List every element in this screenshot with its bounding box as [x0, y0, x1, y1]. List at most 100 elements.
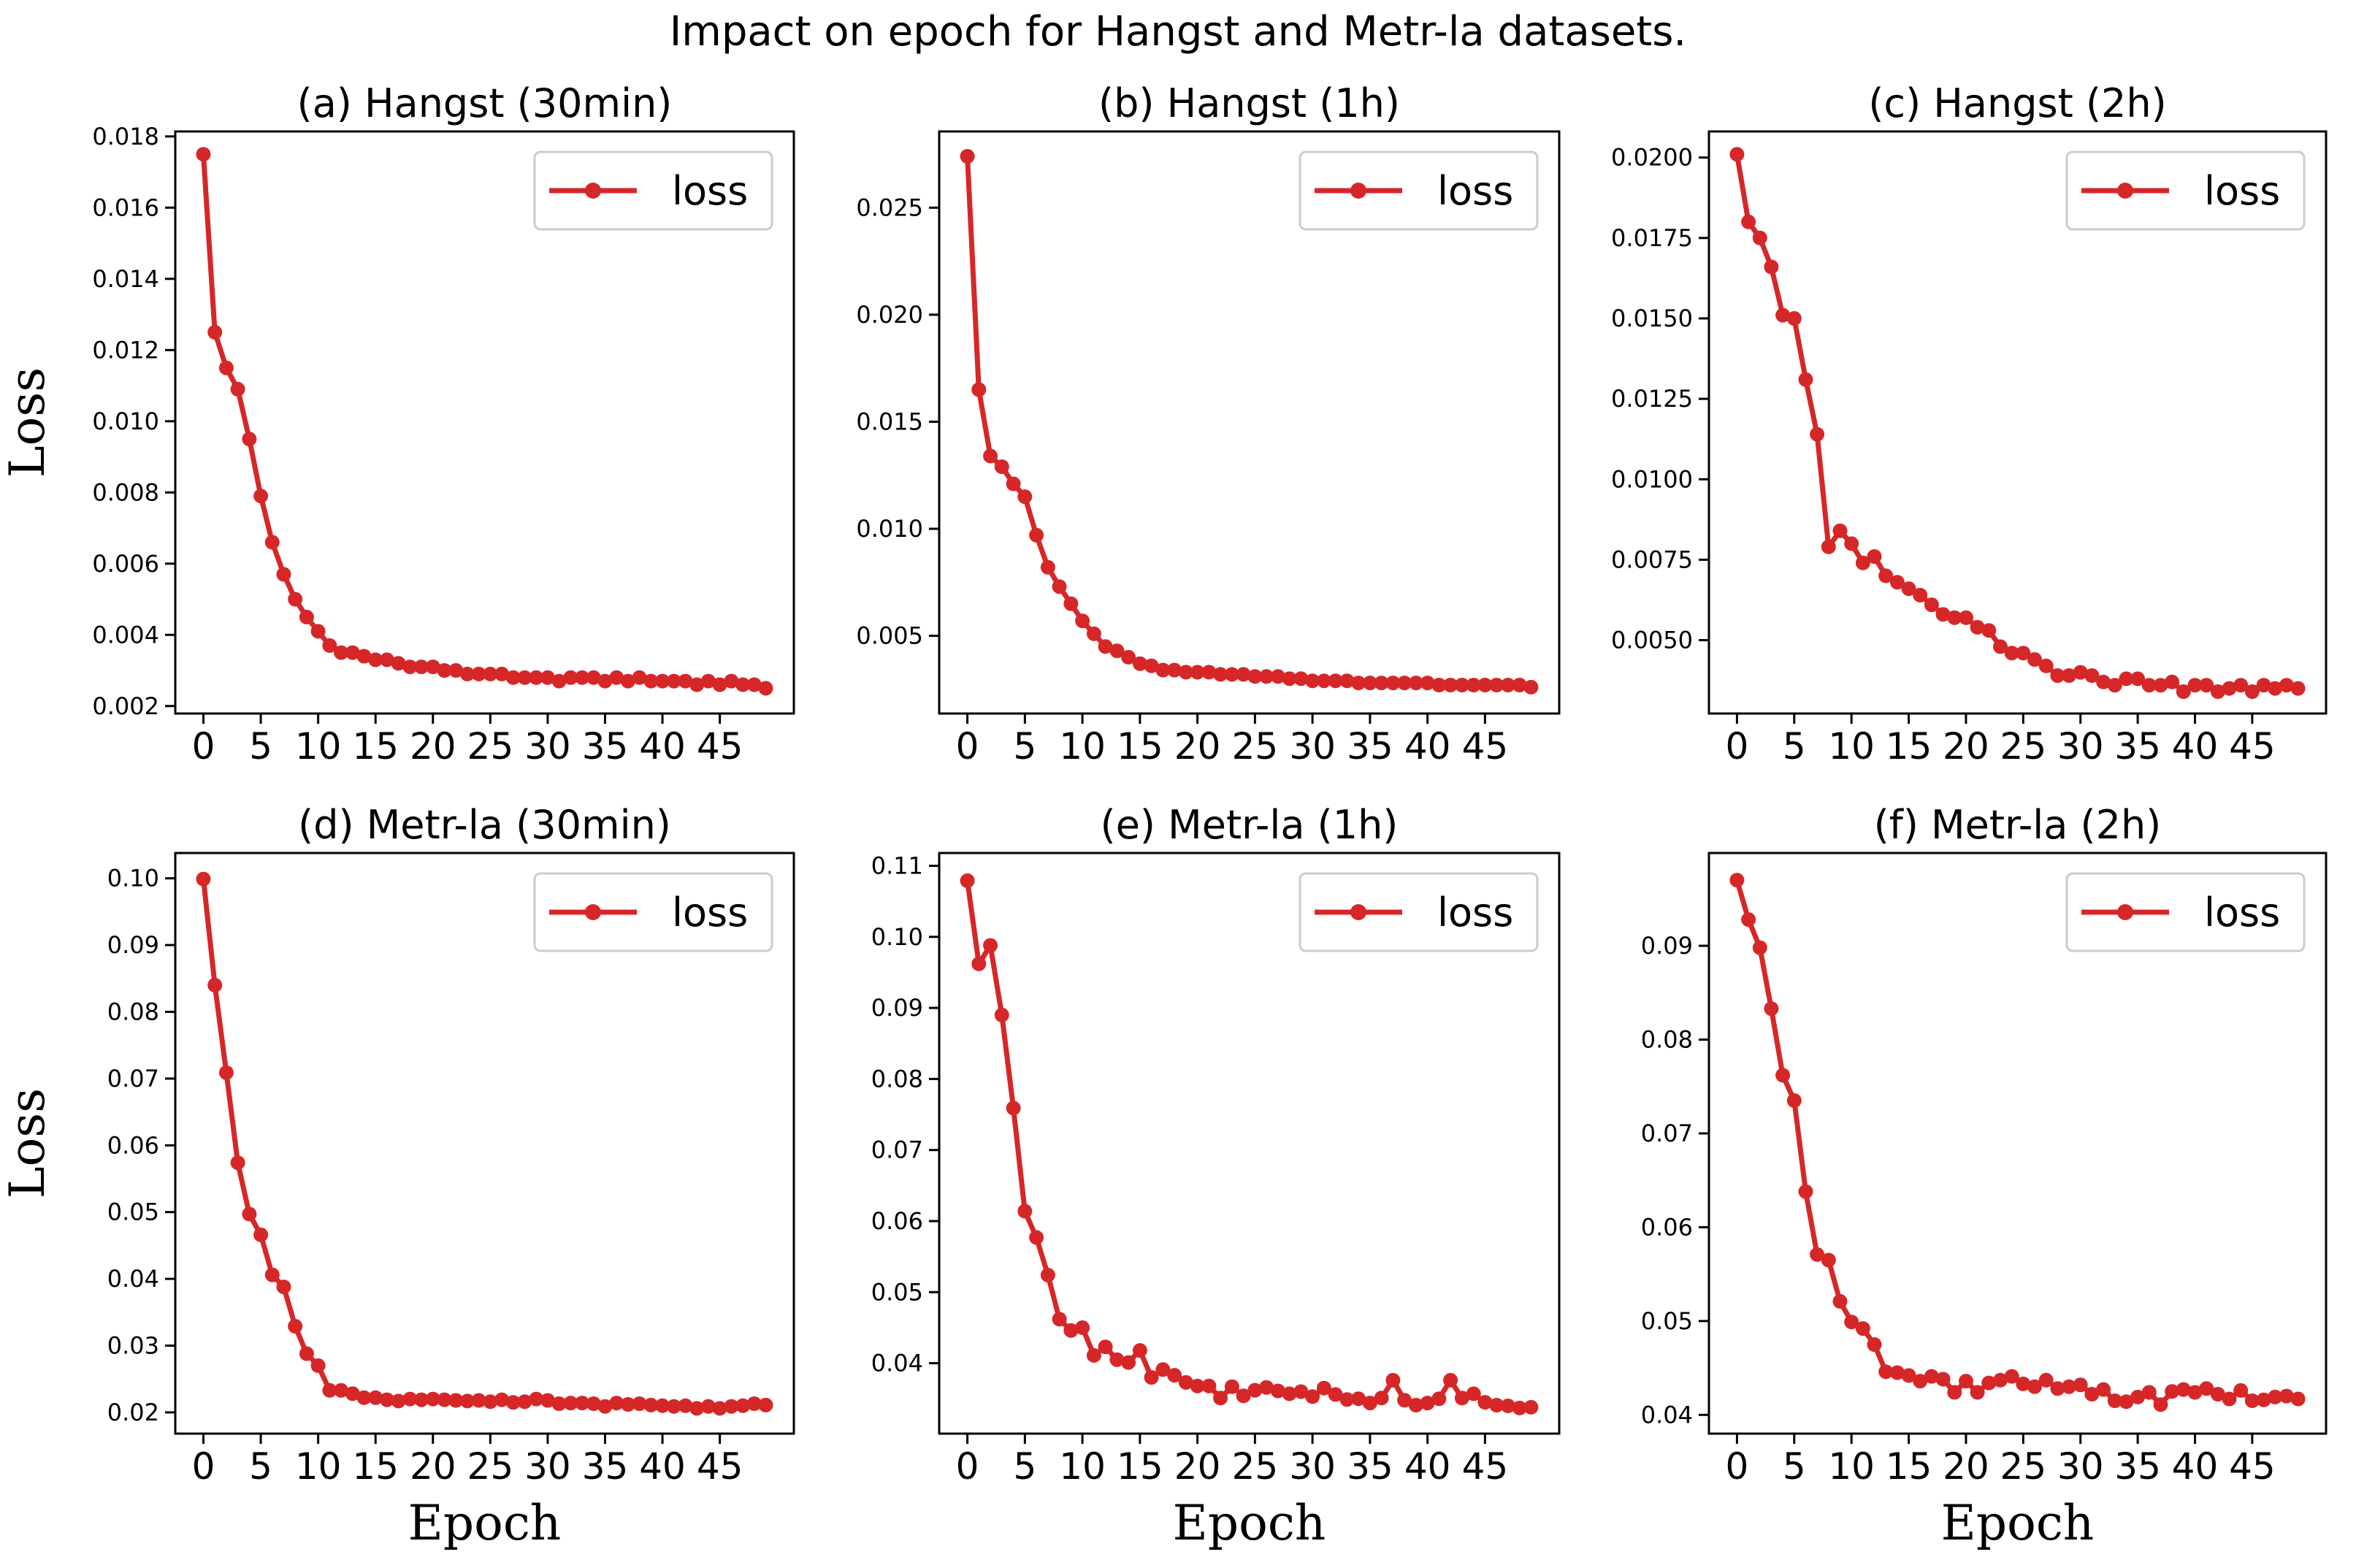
- data-point: [1821, 1253, 1836, 1268]
- x-tick-label: 15: [352, 725, 399, 768]
- data-point: [218, 360, 234, 375]
- x-tick-label: 30: [524, 725, 571, 768]
- y-tick-label: 0.020: [856, 301, 923, 329]
- x-tick-label: 40: [1404, 1445, 1451, 1488]
- x-tick-label: 15: [1117, 1445, 1163, 1488]
- data-point: [505, 1395, 521, 1410]
- data-point: [1832, 1293, 1848, 1309]
- x-tick-label: 10: [1059, 725, 1106, 768]
- data-point: [1878, 1364, 1894, 1380]
- y-axis-label: Loss: [0, 367, 56, 478]
- data-point: [1282, 1386, 1297, 1401]
- x-tick-label: 45: [697, 1445, 743, 1488]
- data-point: [632, 670, 647, 685]
- x-tick-label: 25: [467, 1445, 514, 1488]
- x-tick-label: 40: [639, 725, 686, 768]
- data-point: [425, 659, 440, 675]
- data-point: [983, 448, 998, 464]
- data-point: [1293, 1384, 1309, 1399]
- data-point: [1764, 259, 1779, 275]
- data-point: [1052, 579, 1067, 594]
- data-point: [1247, 669, 1263, 684]
- y-tick-label: 0.05: [871, 1278, 923, 1306]
- data-point: [1017, 1204, 1033, 1219]
- x-tick-label: 10: [1828, 725, 1875, 768]
- data-point: [1729, 147, 1745, 162]
- y-tick-label: 0.008: [92, 478, 159, 506]
- data-point: [551, 673, 567, 689]
- data-point: [1052, 1312, 1067, 1327]
- x-tick-label: 20: [1943, 1445, 1989, 1488]
- data-point: [345, 1386, 360, 1401]
- data-point: [1924, 1369, 1939, 1384]
- x-tick-label: 20: [1174, 1445, 1221, 1488]
- data-point: [1098, 1339, 1113, 1355]
- legend-box: [1299, 872, 1539, 952]
- data-point: [345, 645, 360, 660]
- y-tick-label: 0.0050: [1611, 627, 1693, 654]
- data-point: [540, 670, 555, 685]
- legend-box: [2065, 150, 2306, 231]
- data-point: [1500, 678, 1515, 692]
- data-point: [1959, 610, 1973, 625]
- legend-marker: [585, 183, 601, 199]
- x-tick-label: 0: [956, 725, 979, 768]
- data-point: [1178, 1374, 1193, 1390]
- data-point: [1305, 1389, 1320, 1404]
- data-point: [724, 673, 739, 689]
- data-point: [1489, 678, 1504, 692]
- data-point: [1351, 1391, 1366, 1407]
- data-point: [632, 1396, 647, 1411]
- data-point: [2268, 1389, 2283, 1404]
- data-point: [994, 1007, 1009, 1022]
- data-point: [1947, 1385, 1962, 1400]
- panels: (a) Hangst (30min) 0.002 0.004 0.006 0.008 0.…: [0, 80, 2328, 1551]
- data-point: [1752, 940, 1767, 955]
- axes-frame: [174, 852, 795, 1435]
- y-tick-label: 0.0075: [1611, 546, 1693, 573]
- data-point: [1913, 587, 1928, 603]
- data-point: [960, 149, 975, 164]
- data-point: [1821, 539, 1836, 554]
- data-point: [276, 567, 291, 582]
- data-point: [1224, 667, 1239, 682]
- data-point: [1844, 1315, 1859, 1330]
- legend: loss: [533, 150, 773, 231]
- data-point: [356, 649, 372, 664]
- data-point: [196, 871, 211, 887]
- legend-label: loss: [1437, 890, 1513, 936]
- data-point: [1889, 1365, 1905, 1380]
- data-point: [655, 1398, 670, 1413]
- data-point: [414, 659, 429, 675]
- data-point: [483, 666, 498, 681]
- x-axis-label: Epoch: [1173, 1495, 1326, 1551]
- data-point: [1190, 665, 1205, 680]
- data-point: [1935, 1372, 1951, 1387]
- chart-panel-4: (d) Metr-la (30min) 0.02 0.03 0.04 0.05 0.06 0…: [0, 802, 795, 1551]
- data-point: [1775, 307, 1791, 323]
- data-point: [1213, 667, 1228, 682]
- legend: loss: [533, 872, 773, 952]
- data-point: [2062, 668, 2076, 683]
- y-tick-label: 0.10: [871, 923, 923, 951]
- axes-frame: [1707, 130, 2328, 715]
- data-point: [2130, 671, 2146, 687]
- data-point: [1305, 673, 1320, 689]
- data-point: [1901, 1368, 1916, 1383]
- legend: loss: [2065, 872, 2306, 952]
- panel-title: (a) Hangst (30min): [297, 80, 673, 126]
- data-point: [1270, 1383, 1285, 1399]
- data-point: [1029, 527, 1044, 543]
- data-point: [276, 1280, 291, 1295]
- data-point: [529, 670, 544, 685]
- data-point: [253, 1227, 269, 1242]
- legend-label: loss: [2204, 890, 2280, 936]
- x-tick-label: 5: [249, 1445, 272, 1488]
- data-point: [1201, 665, 1217, 680]
- x-tick-label: 35: [2114, 725, 2161, 768]
- y-tick-label: 0.012: [92, 336, 159, 364]
- y-tick-label: 0.016: [92, 194, 159, 221]
- data-point: [2222, 681, 2237, 696]
- data-point: [1764, 1001, 1779, 1017]
- x-tick-label: 10: [295, 1445, 342, 1488]
